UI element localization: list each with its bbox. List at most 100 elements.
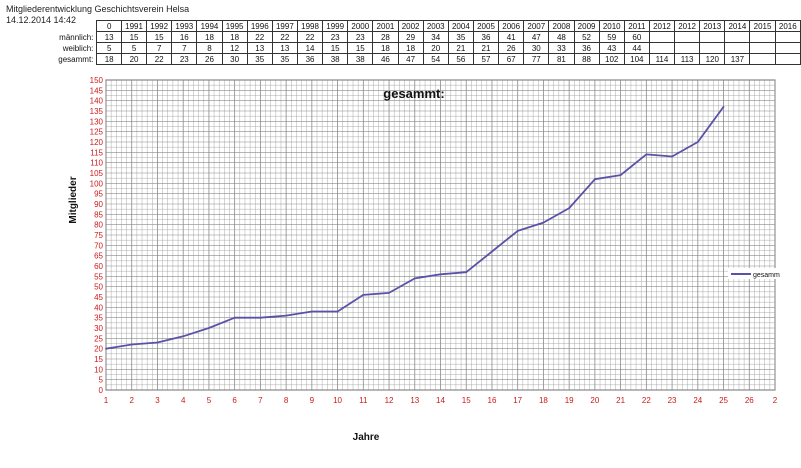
x-tick-label: 13: [410, 396, 419, 405]
x-tick-label: 7: [258, 396, 263, 405]
x-tick-label: 6: [232, 396, 237, 405]
y-tick-label: 130: [90, 117, 104, 126]
x-tick-label: 15: [462, 396, 471, 405]
x-tick-label: 8: [284, 396, 289, 405]
data-point: [542, 221, 545, 224]
data-point: [491, 250, 493, 253]
table-cell: 18: [96, 53, 122, 65]
y-tick-label: 0: [99, 386, 104, 395]
x-tick-label: 12: [385, 396, 394, 405]
legend-label: gesamm: [753, 272, 780, 279]
y-tick-label: 125: [90, 128, 104, 137]
legend-bg: [728, 268, 778, 279]
data-point: [619, 174, 622, 176]
y-tick-label: 80: [94, 221, 103, 230]
y-tick-label: 95: [94, 190, 103, 199]
x-tick-label: 18: [539, 396, 548, 405]
table-cell: 104: [623, 53, 650, 65]
x-tick-label: 4: [181, 396, 186, 405]
x-tick-label: 26: [745, 396, 754, 405]
data-point: [388, 291, 390, 294]
y-tick-label: 5: [99, 376, 104, 385]
x-tick-label: 9: [310, 396, 315, 405]
y-tick-label: 105: [90, 169, 104, 178]
data-point: [465, 271, 468, 274]
y-tick-label: 60: [94, 262, 103, 271]
x-tick-label: 22: [642, 396, 651, 405]
table-cell: 46: [372, 53, 399, 65]
y-tick-label: 85: [94, 210, 103, 219]
data-point: [156, 341, 159, 344]
x-tick-label: 11: [359, 396, 368, 405]
table-cell: [774, 53, 801, 65]
data-point: [362, 294, 365, 296]
y-tick-label: 135: [90, 107, 104, 116]
table-cell: 56: [447, 53, 474, 65]
x-tick-label: 2: [130, 396, 135, 405]
x-tick-label: 23: [668, 396, 677, 405]
data-point: [593, 178, 596, 181]
y-tick-label: 45: [94, 293, 103, 302]
y-tick-label: 100: [90, 179, 104, 188]
x-tick-label: 5: [207, 396, 212, 405]
y-tick-label: 140: [90, 97, 104, 106]
y-tick-label: 90: [94, 200, 103, 209]
x-tick-label: 1: [104, 396, 109, 405]
y-tick-label: 70: [94, 241, 103, 250]
data-point: [671, 155, 673, 158]
data-point: [105, 347, 107, 350]
table-cell: 77: [523, 53, 550, 65]
chart-title: gesammt:: [383, 86, 444, 101]
x-axis-label: Jahre: [353, 432, 380, 443]
data-point: [233, 316, 236, 319]
table-cell: 23: [171, 53, 198, 65]
x-tick-label: 2: [773, 396, 778, 405]
y-tick-label: 15: [94, 355, 103, 364]
x-tick-label: 25: [719, 396, 728, 405]
page-date: 14.12.2014 14:42: [6, 15, 77, 25]
y-axis-label: Mitglieder: [68, 176, 79, 223]
data-point: [439, 273, 442, 276]
y-tick-label: 65: [94, 252, 103, 261]
x-tick-label: 21: [616, 396, 625, 405]
grid-layer: [105, 79, 776, 391]
x-tick-label: 20: [590, 396, 599, 405]
y-tick-label: 110: [90, 159, 103, 168]
data-point: [310, 310, 313, 313]
x-tick-label: 24: [693, 396, 702, 405]
table-row-label: gesammt:: [58, 54, 94, 64]
table-row-label: männlich:: [59, 32, 94, 42]
y-tick-label: 30: [94, 324, 103, 333]
y-tick-label: 145: [90, 86, 104, 95]
legend: gesamm: [728, 268, 780, 279]
y-tick-label: 55: [94, 272, 103, 281]
data-point: [413, 277, 416, 280]
page-title: Mitgliederentwicklung Geschichtsverein H…: [6, 4, 190, 14]
x-tick-label: 14: [436, 396, 445, 405]
y-tick-label: 40: [94, 303, 103, 312]
data-point: [336, 310, 339, 313]
table-cell: 54: [422, 53, 449, 65]
data-table: 0 1991 1992 1993 1994 1995 1996 1997 1998 1999 200…: [50, 20, 801, 65]
data-point: [130, 343, 133, 346]
x-tick-label: 19: [565, 396, 574, 405]
data-point: [645, 153, 648, 156]
y-tick-label: 75: [94, 231, 103, 240]
data-point: [182, 335, 185, 338]
y-tick-label: 120: [90, 138, 104, 147]
y-tick-label: 115: [90, 148, 103, 157]
table-header-row: 0 1991 1992 1993 1994 1995 1996 1997 1998 1999 200…: [50, 20, 801, 32]
y-tick-label: 150: [90, 76, 104, 85]
y-tick-label: 10: [94, 365, 103, 374]
data-point: [259, 316, 262, 319]
data-point: [208, 327, 210, 329]
y-tick-label: 20: [94, 345, 103, 354]
x-tick-label: 16: [488, 396, 497, 405]
data-point: [696, 141, 699, 143]
data-point: [285, 314, 288, 317]
data-point: [722, 105, 725, 108]
data-point: [568, 207, 571, 210]
table-cell: 102: [598, 53, 625, 65]
table-cell: 114: [648, 53, 676, 65]
